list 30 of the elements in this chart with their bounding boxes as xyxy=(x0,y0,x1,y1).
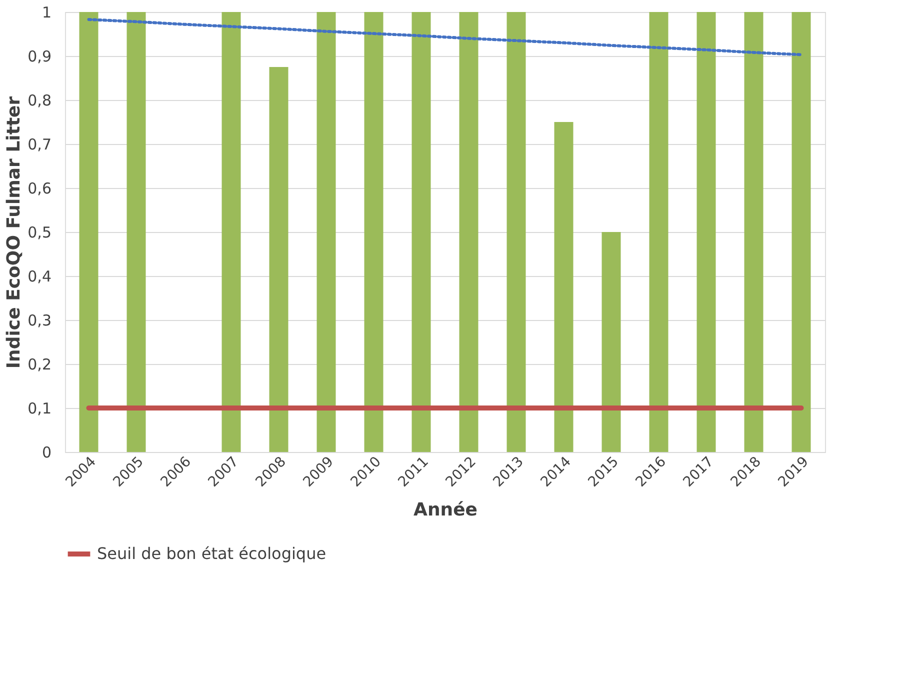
bar xyxy=(744,12,764,452)
y-tick-label: 0,4 xyxy=(28,268,52,286)
y-tick-label: 1 xyxy=(42,4,52,22)
bar xyxy=(316,12,336,452)
y-tick-label: 0,8 xyxy=(28,92,52,110)
y-tick-label: 0,1 xyxy=(28,400,52,418)
bar xyxy=(412,12,431,452)
y-tick-label: 0,3 xyxy=(28,312,52,330)
y-tick-label: 0 xyxy=(42,444,52,462)
y-tick-label: 0,2 xyxy=(28,356,52,374)
legend-label: Seuil de bon état écologique xyxy=(97,544,326,563)
bar xyxy=(792,12,811,452)
y-tick-label: 0,6 xyxy=(28,180,52,198)
bar xyxy=(364,12,384,452)
bar xyxy=(269,67,288,452)
y-tick-label: 0,9 xyxy=(28,48,52,66)
bar xyxy=(222,12,241,452)
line-series xyxy=(87,18,803,56)
y-axis-title: Indice EcoQO Fulmar Litter xyxy=(4,96,25,369)
y-tick-label: 0,7 xyxy=(28,136,52,154)
x-axis-title: Année xyxy=(414,500,478,521)
bar xyxy=(459,12,478,452)
bar xyxy=(126,12,146,452)
bar xyxy=(79,12,98,452)
bar xyxy=(649,12,668,452)
bar xyxy=(602,232,621,452)
y-tick-label: 0,5 xyxy=(28,224,52,242)
bar xyxy=(554,122,574,452)
bar xyxy=(506,12,526,452)
bar xyxy=(696,12,716,452)
